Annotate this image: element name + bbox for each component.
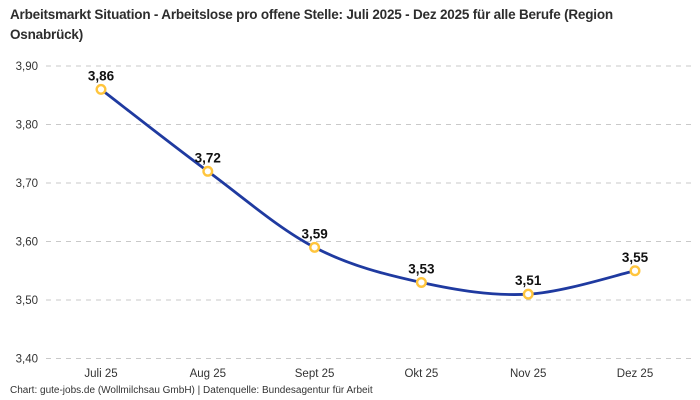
x-axis-tick-label: Aug 25: [190, 368, 226, 380]
data-point-label: 3,53: [408, 261, 435, 276]
data-point-label: 3,59: [301, 226, 327, 241]
data-point-marker: [629, 265, 641, 277]
data-point-marker: [95, 83, 107, 95]
chart-source-footer: Chart: gute-jobs.de (Wollmilchsau GmbH) …: [10, 385, 373, 396]
y-axis-tick-label: 3,90: [16, 61, 38, 73]
y-axis-tick-label: 3,80: [16, 120, 38, 132]
x-axis-tick-label: Juli 25: [84, 368, 117, 380]
x-axis-tick-label: Dez 25: [617, 368, 653, 380]
data-point-marker: [309, 241, 321, 253]
data-point-label: 3,51: [515, 273, 542, 288]
data-point-marker: [522, 288, 534, 300]
y-axis-tick-label: 3,60: [16, 237, 38, 249]
data-point-label: 3,55: [622, 250, 649, 265]
y-axis-tick-label: 3,40: [16, 354, 38, 366]
series-line: [99, 88, 637, 296]
data-point-marker: [202, 165, 214, 177]
data-point-label: 3,72: [195, 150, 221, 165]
data-point-marker: [415, 276, 427, 288]
data-point-label: 3,86: [88, 68, 115, 83]
x-axis-tick-label: Nov 25: [510, 368, 546, 380]
chart-title: Arbeitsmarkt Situation - Arbeitslose pro…: [10, 7, 613, 42]
y-axis-tick-label: 3,70: [16, 178, 38, 190]
y-axis-tick-label: 3,50: [16, 295, 38, 307]
x-axis-tick-label: Sept 25: [295, 368, 335, 380]
x-axis-tick-label: Okt 25: [404, 368, 438, 380]
